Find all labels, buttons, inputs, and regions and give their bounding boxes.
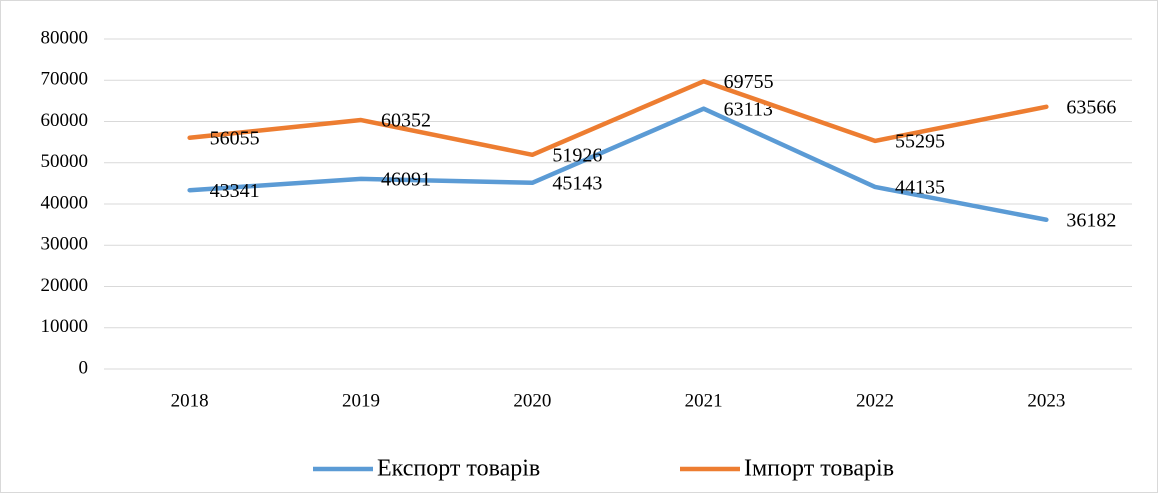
x-tick-label: 2023 [1027,390,1065,411]
data-label: 69755 [724,71,774,93]
x-tick-label: 2020 [513,390,551,411]
y-tick-label: 40000 [41,192,89,213]
x-tick-label: 2021 [685,390,723,411]
legend-label: Імпорт товарів [744,456,894,482]
y-tick-label: 80000 [41,27,89,48]
data-label: 55295 [895,131,945,153]
x-tick-label: 2019 [342,390,380,411]
y-tick-label: 60000 [41,110,89,131]
y-tick-label: 10000 [41,316,89,337]
data-label: 63113 [724,98,773,120]
y-tick-label: 50000 [41,151,89,172]
series-line [187,106,1049,222]
x-tick-label: 2018 [171,390,209,411]
data-label: 43341 [210,180,260,202]
y-tick-label: 20000 [41,275,89,296]
data-label: 36182 [1066,209,1116,231]
data-label: 60352 [381,110,431,132]
data-label: 51926 [552,144,602,166]
data-label: 44135 [895,177,945,199]
y-tick-label: 70000 [41,69,89,90]
data-label: 45143 [552,172,602,194]
x-tick-label: 2022 [856,390,894,411]
data-label: 63566 [1066,96,1116,118]
y-tick-label: 0 [79,357,89,378]
data-label: 46091 [381,168,431,190]
series-line [187,79,1049,158]
legend-label: Експорт товарів [377,456,540,482]
y-tick-label: 30000 [41,234,89,255]
data-label: 56055 [210,127,260,149]
